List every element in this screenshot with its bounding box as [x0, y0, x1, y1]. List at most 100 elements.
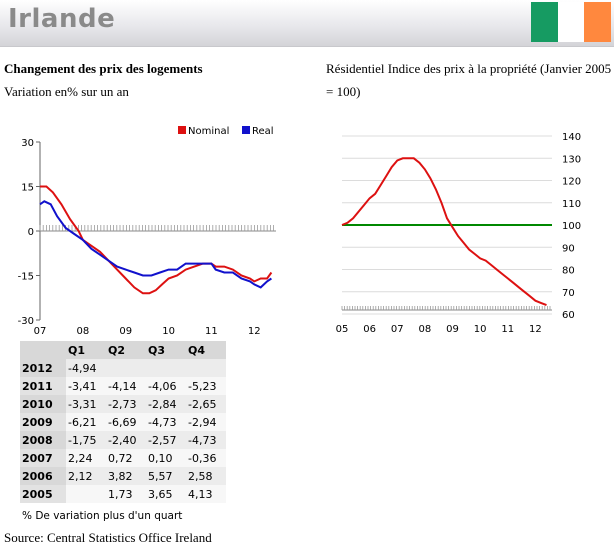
irish-flag-icon	[531, 2, 612, 42]
table-value-cell: -3,31	[66, 395, 106, 413]
x-tick-label: 09	[446, 324, 459, 335]
left-chart-heading: Changement des prix des logements	[4, 61, 203, 76]
table-value-cell: -2,40	[106, 431, 146, 449]
table-value-cell: -4,73	[146, 413, 186, 431]
y-tick-label: 120	[562, 177, 581, 188]
table-value-cell: -2,73	[106, 395, 146, 413]
table-value-cell: -4,14	[106, 377, 146, 395]
series-line-real	[39, 200, 272, 289]
table-header-row: Q1 Q2 Q3 Q4	[20, 341, 226, 359]
y-tick-label: 80	[562, 266, 575, 277]
x-tick-label: 07	[391, 324, 404, 335]
table-header-cell: Q4	[186, 341, 226, 359]
table-header-cell	[20, 341, 66, 359]
y-tick-label: 0	[28, 227, 34, 238]
table-value-cell: 3,82	[106, 467, 146, 485]
table-row: 2012 -4,94	[20, 359, 226, 377]
table-value-cell: -5,23	[186, 377, 226, 395]
y-tick-label: 130	[562, 154, 581, 165]
table-row: 2009 -6,21 -6,69 -4,73 -2,94	[20, 413, 226, 431]
table-value-cell: -1,75	[66, 431, 106, 449]
flag-stripe-orange	[584, 2, 612, 42]
table-value-cell: -4,94	[66, 359, 106, 377]
y-tick-label: -15	[18, 272, 34, 283]
right-chart-heading-cont: = 100)	[326, 84, 361, 99]
table-value-cell: 2,12	[66, 467, 106, 485]
table-value-cell	[66, 485, 106, 503]
x-tick-label: 11	[205, 326, 218, 337]
table-value-cell: 4,13	[186, 485, 226, 503]
table-value-cell: -2,65	[186, 395, 226, 413]
legend-swatch-nominal	[178, 126, 186, 134]
table-year-cell: 2005	[20, 485, 66, 503]
table-row: 2011 -3,41 -4,14 -4,06 -5,23	[20, 377, 226, 395]
legend-label-nominal: Nominal	[188, 126, 229, 137]
table-row: 2007 2,24 0,72 0,10 -0,36	[20, 449, 226, 467]
table-value-cell: 2,24	[66, 449, 106, 467]
x-tick-label: 11	[501, 324, 514, 335]
table-year-cell: 2006	[20, 467, 66, 485]
table-year-cell: 2008	[20, 431, 66, 449]
table-year-cell: 2007	[20, 449, 66, 467]
x-tick-label: 12	[248, 326, 261, 337]
table-year-cell: 2011	[20, 377, 66, 395]
y-tick-label: -30	[18, 316, 34, 327]
table-value-cell: -3,41	[66, 377, 106, 395]
table-value-cell: -6,21	[66, 413, 106, 431]
legend-swatch-real	[242, 126, 250, 134]
table-footnote: % De variation plus d'un quart	[22, 510, 183, 522]
x-tick-label: 08	[76, 326, 89, 337]
table-row: 2008 -1,75 -2,40 -2,57 -4,73	[20, 431, 226, 449]
series-line-index	[341, 157, 547, 307]
table-row: 2005 1,73 3,65 4,13	[20, 485, 226, 503]
table-value-cell: -4,73	[186, 431, 226, 449]
page-title: Irlande	[8, 4, 116, 34]
table-value-cell	[146, 359, 186, 377]
table-value-cell: 0,10	[146, 449, 186, 467]
x-tick-label: 12	[529, 324, 542, 335]
y-tick-label: 60	[562, 310, 575, 321]
table-value-cell: -2,57	[146, 431, 186, 449]
y-tick-label: 110	[562, 199, 581, 210]
x-tick-label: 05	[336, 324, 349, 335]
y-tick-label: 30	[21, 138, 34, 149]
table-value-cell	[186, 359, 226, 377]
y-tick-label: 140	[562, 132, 581, 143]
x-tick-label: 10	[162, 326, 175, 337]
table-value-cell: -4,06	[146, 377, 186, 395]
table-year-cell: 2010	[20, 395, 66, 413]
series-line-nominal	[40, 185, 273, 295]
y-tick-label: 100	[562, 221, 581, 232]
x-tick-label: 09	[119, 326, 132, 337]
table-value-cell: 2,58	[186, 467, 226, 485]
table-value-cell	[106, 359, 146, 377]
x-tick-label: 10	[474, 324, 487, 335]
flag-stripe-green	[531, 2, 558, 42]
table-value-cell: -2,84	[146, 395, 186, 413]
table-value-cell: 5,57	[146, 467, 186, 485]
left-chart-subheading: Variation en% sur un an	[4, 84, 129, 99]
table-year-cell: 2012	[20, 359, 66, 377]
x-tick-label: 06	[363, 324, 376, 335]
table-year-cell: 2009	[20, 413, 66, 431]
x-tick-label: 08	[419, 324, 432, 335]
table-header-cell: Q2	[106, 341, 146, 359]
x-tick-label: 07	[34, 326, 47, 337]
table-row: 2006 2,12 3,82 5,57 2,58	[20, 467, 226, 485]
table-row: 2010 -3,31 -2,73 -2,84 -2,65	[20, 395, 226, 413]
table-value-cell: 0,72	[106, 449, 146, 467]
table-value-cell: -6,69	[106, 413, 146, 431]
table-header-cell: Q3	[146, 341, 186, 359]
table-value-cell: 1,73	[106, 485, 146, 503]
table-value-cell: 3,65	[146, 485, 186, 503]
right-line-chart: 140 130 120 110 100 90 80 70 60 05 06 07 08 09 10 11 12	[336, 132, 581, 335]
table-value-cell: -2,94	[186, 413, 226, 431]
table-value-cell: -0,36	[186, 449, 226, 467]
y-tick-label: 90	[562, 243, 575, 254]
y-tick-label: 70	[562, 288, 575, 299]
legend-label-real: Real	[252, 126, 274, 137]
right-chart-heading: Résidentiel Indice des prix à la proprié…	[326, 61, 612, 76]
source-note: Source: Central Statistics Office Irelan…	[4, 530, 212, 545]
page-header: Irlande	[0, 0, 614, 47]
